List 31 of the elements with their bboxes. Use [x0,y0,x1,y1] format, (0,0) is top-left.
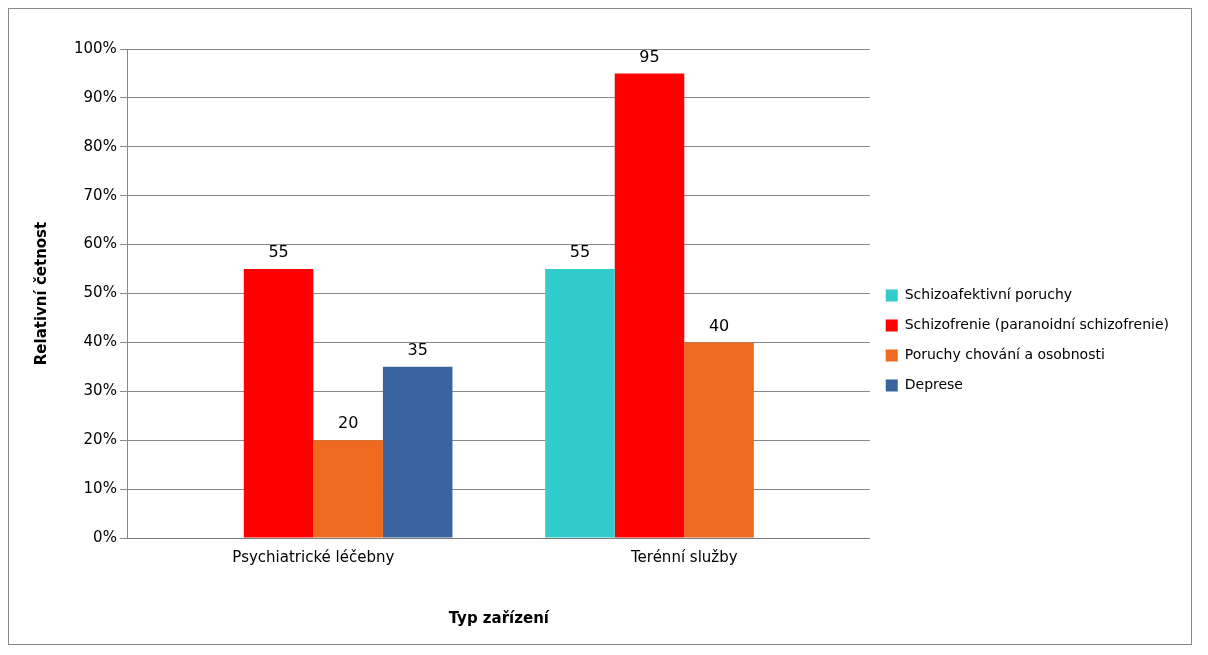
y-tick-label: 90% [83,87,117,106]
x-tick-label: Terénní služby [629,547,738,566]
y-tick-label: 50% [83,283,117,302]
bar [614,73,685,538]
data-label: 55 [569,242,591,262]
legend-label: Deprese [904,376,963,393]
y-tick-label: 30% [83,381,117,400]
bar [382,366,453,538]
bar [545,269,615,538]
y-tick-label: 20% [83,430,117,449]
legend-label: Schizofrenie (paranoidní schizofrenie) [904,316,1169,333]
y-tick-label: 40% [83,332,117,351]
data-label: 35 [407,340,428,360]
y-tick-label: 10% [83,478,117,497]
data-label: 20 [337,413,359,433]
data-label: 40 [708,315,730,335]
legend-label: Schizoafektivní poruchy [904,286,1073,303]
x-axis-title: Typ zařízení [448,608,550,627]
bar [684,342,754,538]
y-tick-label: 100% [73,38,117,57]
y-tick-label: 80% [83,136,117,155]
bar [243,269,314,538]
y-tick-label: 70% [83,185,117,204]
bar [313,440,383,538]
y-tick-label: 60% [83,234,117,253]
data-label: 55 [268,242,289,262]
y-tick-label: 0% [93,527,117,546]
data-label: 95 [639,46,660,66]
x-tick-label: Psychiatrické léčebny [232,547,395,566]
y-axis-title: Relativní četnost [31,221,50,366]
legend-label: Poruchy chování a osobnosti [904,346,1105,363]
